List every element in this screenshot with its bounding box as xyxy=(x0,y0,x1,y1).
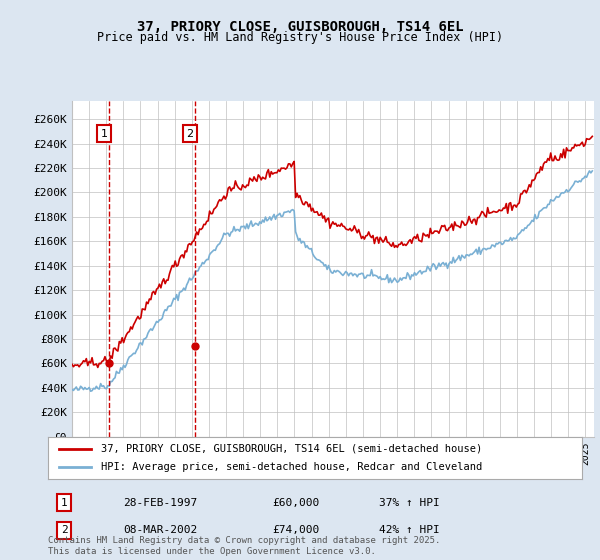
Text: 37% ↑ HPI: 37% ↑ HPI xyxy=(379,498,440,508)
Text: 28-FEB-1997: 28-FEB-1997 xyxy=(123,498,197,508)
Text: Price paid vs. HM Land Registry's House Price Index (HPI): Price paid vs. HM Land Registry's House … xyxy=(97,31,503,44)
Text: 2: 2 xyxy=(61,525,67,535)
Text: 2: 2 xyxy=(187,129,193,139)
Text: 08-MAR-2002: 08-MAR-2002 xyxy=(123,525,197,535)
Text: HPI: Average price, semi-detached house, Redcar and Cleveland: HPI: Average price, semi-detached house,… xyxy=(101,462,482,472)
Text: 37, PRIORY CLOSE, GUISBOROUGH, TS14 6EL: 37, PRIORY CLOSE, GUISBOROUGH, TS14 6EL xyxy=(137,20,463,34)
Text: 1: 1 xyxy=(61,498,67,508)
Text: £60,000: £60,000 xyxy=(272,498,320,508)
Text: Contains HM Land Registry data © Crown copyright and database right 2025.
This d: Contains HM Land Registry data © Crown c… xyxy=(48,536,440,556)
Text: 1: 1 xyxy=(100,129,107,139)
Text: 42% ↑ HPI: 42% ↑ HPI xyxy=(379,525,440,535)
Text: £74,000: £74,000 xyxy=(272,525,320,535)
Text: 37, PRIORY CLOSE, GUISBOROUGH, TS14 6EL (semi-detached house): 37, PRIORY CLOSE, GUISBOROUGH, TS14 6EL … xyxy=(101,444,482,454)
